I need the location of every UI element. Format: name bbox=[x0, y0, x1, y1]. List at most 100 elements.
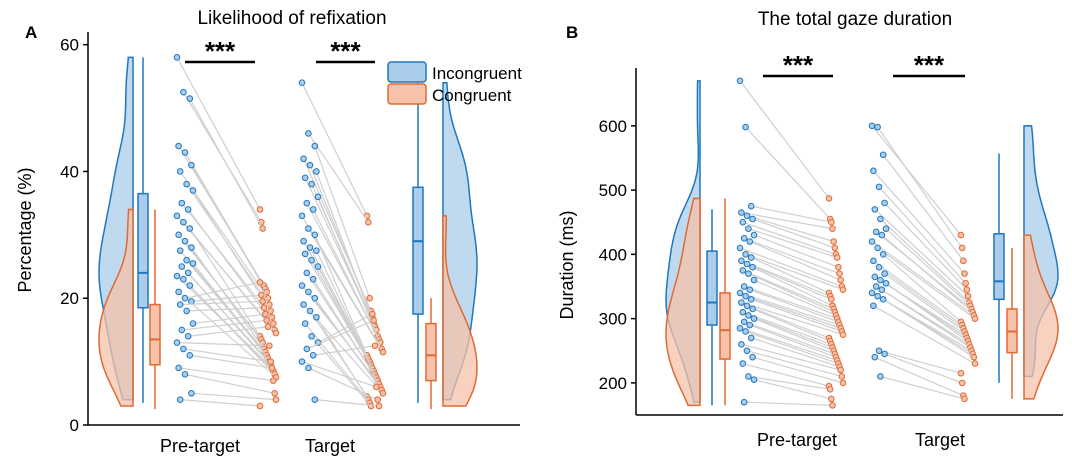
p2-point-incongruent bbox=[870, 167, 877, 175]
p1-pair-line bbox=[189, 228, 261, 337]
p1-cloud-target-congruent bbox=[442, 215, 478, 407]
p1-point-congruent bbox=[258, 291, 265, 299]
p2-point-incongruent bbox=[872, 283, 880, 290]
p2-point-incongruent bbox=[749, 263, 756, 271]
p2-point-incongruent bbox=[882, 225, 890, 232]
p1-point-incongruent bbox=[186, 95, 194, 102]
p1-point-incongruent bbox=[311, 231, 319, 239]
p2-point-incongruent bbox=[739, 360, 747, 367]
p1-y-tick-label-20: 20 bbox=[60, 289, 79, 308]
p2-point-incongruent bbox=[870, 302, 877, 310]
p2-pair-line bbox=[742, 221, 837, 255]
p2-pair-line bbox=[745, 253, 844, 291]
p1-point-congruent bbox=[266, 342, 273, 350]
p2-point-incongruent bbox=[881, 270, 888, 277]
p2-point-incongruent bbox=[875, 183, 883, 191]
p1-pair-line bbox=[312, 209, 381, 343]
p1-point-incongruent bbox=[300, 301, 307, 308]
p2-pair-line bbox=[746, 305, 830, 339]
p2-point-incongruent bbox=[738, 209, 745, 216]
p1-point-incongruent bbox=[298, 212, 306, 220]
p1-y-tick-label-40: 40 bbox=[60, 162, 79, 181]
p1-point-congruent bbox=[379, 390, 387, 397]
p2-point-incongruent bbox=[871, 353, 879, 361]
p2-point-congruent bbox=[839, 286, 847, 293]
p1-point-incongruent bbox=[184, 332, 192, 340]
p2-point-incongruent bbox=[745, 312, 752, 319]
p1-pair-line bbox=[312, 278, 379, 381]
p1-point-incongruent bbox=[184, 206, 192, 213]
p1-point-congruent bbox=[373, 383, 380, 391]
panel-b-y-axis-label: Duration (ms) bbox=[557, 210, 577, 319]
p1-pair-line bbox=[311, 335, 372, 407]
p1-point-incongruent bbox=[301, 174, 309, 182]
p1-pair-line bbox=[181, 202, 273, 318]
p1-point-incongruent bbox=[189, 260, 197, 267]
p2-point-incongruent bbox=[736, 244, 744, 252]
p1-pair-line bbox=[314, 145, 371, 299]
p2-pair-line bbox=[741, 211, 833, 230]
p1-point-congruent bbox=[272, 329, 280, 337]
p1-pair-line bbox=[176, 57, 261, 210]
panel-b-letter: B bbox=[566, 23, 578, 42]
p1-pair-line bbox=[192, 262, 269, 359]
p1-point-incongruent bbox=[186, 282, 194, 289]
p1-pair-line bbox=[189, 354, 273, 369]
p2-point-congruent bbox=[957, 231, 965, 239]
p1-point-incongruent bbox=[173, 272, 181, 280]
p2-point-incongruent bbox=[879, 296, 887, 303]
p1-point-incongruent bbox=[306, 307, 314, 315]
p2-point-incongruent bbox=[875, 347, 883, 355]
p2-point-incongruent bbox=[878, 231, 886, 239]
panel-a-letter: A bbox=[25, 23, 37, 42]
p1-pair-line bbox=[314, 297, 383, 391]
p1-point-incongruent bbox=[181, 370, 189, 378]
p2-pair-line bbox=[739, 292, 840, 326]
p2-point-congruent bbox=[831, 244, 839, 252]
p1-y-tick-label-0: 0 bbox=[70, 416, 79, 435]
p2-pair-line bbox=[874, 208, 969, 297]
p1-box-target-incongruent-box bbox=[412, 186, 424, 315]
p1-point-incongruent bbox=[303, 199, 311, 207]
p2-cloud-pre-target-congruent bbox=[665, 197, 701, 407]
p2-pair-line bbox=[874, 356, 964, 397]
p1-point-incongruent bbox=[306, 161, 314, 169]
p2-point-incongruent bbox=[743, 347, 751, 355]
p2-pair-line bbox=[752, 308, 831, 342]
p2-point-congruent bbox=[957, 369, 965, 377]
p2-pair-line bbox=[882, 298, 975, 358]
p2-pair-line bbox=[743, 321, 836, 355]
p2-pair-line bbox=[741, 343, 841, 371]
p2-point-incongruent bbox=[750, 376, 758, 383]
p2-point-congruent bbox=[964, 292, 972, 300]
p1-point-congruent bbox=[268, 364, 276, 372]
p1-point-congruent bbox=[256, 279, 264, 286]
p2-point-incongruent bbox=[743, 212, 751, 220]
p1-point-incongruent bbox=[178, 199, 186, 207]
p2-point-incongruent bbox=[871, 273, 879, 281]
p1-x-tick-label-0: Pre-target bbox=[160, 436, 240, 456]
panel-b-title: The total gaze duration bbox=[758, 9, 952, 30]
p1-pair-line bbox=[306, 319, 374, 350]
p2-point-congruent bbox=[960, 257, 967, 265]
p1-point-congruent bbox=[259, 225, 266, 232]
p2-point-incongruent bbox=[877, 276, 884, 284]
p2-point-incongruent bbox=[749, 305, 756, 313]
p1-point-incongruent bbox=[178, 326, 186, 334]
p1-pair-line bbox=[308, 367, 378, 401]
p2-point-incongruent bbox=[740, 398, 748, 406]
p2-point-congruent bbox=[825, 195, 833, 202]
p1-pair-line bbox=[317, 196, 379, 337]
p1-pair-line bbox=[186, 307, 265, 312]
p1-point-incongruent bbox=[180, 275, 187, 283]
p2-pair-line bbox=[871, 241, 975, 316]
p2-pair-line bbox=[877, 247, 976, 320]
p1-point-incongruent bbox=[188, 161, 195, 169]
p2-pair-line bbox=[749, 324, 837, 358]
p2-pair-line bbox=[750, 298, 843, 333]
legend-swatch-congruent bbox=[387, 83, 427, 105]
p1-point-incongruent bbox=[175, 364, 182, 372]
p2-point-incongruent bbox=[872, 228, 880, 236]
p1-pair-line bbox=[317, 313, 373, 344]
p2-pair-line bbox=[752, 356, 844, 384]
